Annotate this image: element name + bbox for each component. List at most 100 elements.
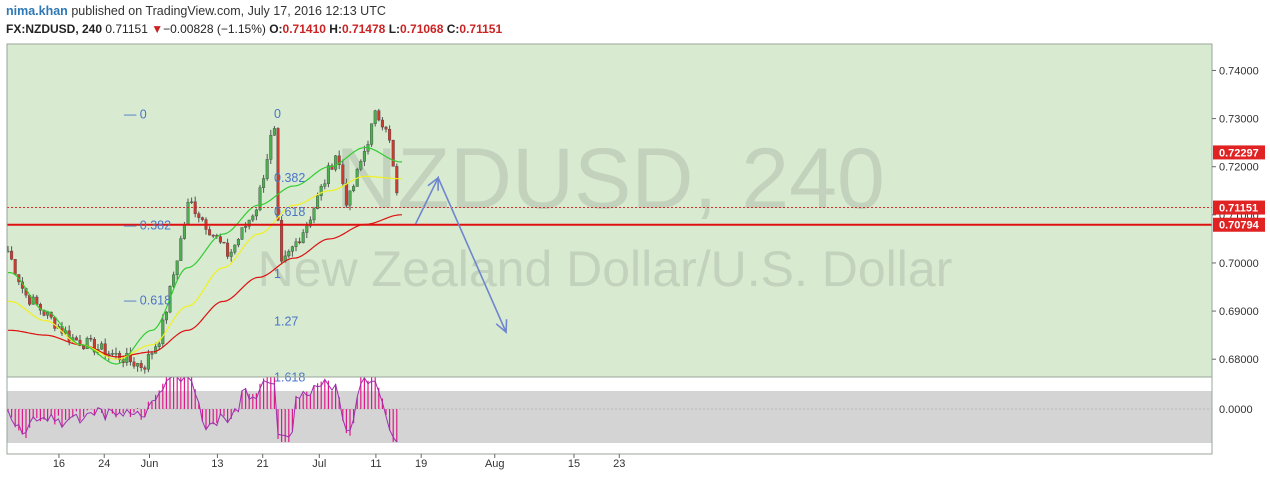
low-label: L: bbox=[388, 22, 401, 36]
candle-bear bbox=[132, 361, 136, 367]
candle-bull bbox=[290, 246, 294, 252]
osc-zero-label: 0.0000 bbox=[1219, 404, 1253, 416]
candle-bull bbox=[236, 239, 240, 246]
fib-label: — 0.382 bbox=[124, 218, 171, 232]
fib-label: 1 bbox=[274, 267, 281, 281]
candle-bear bbox=[298, 241, 302, 243]
candle-bear bbox=[78, 339, 82, 346]
candle-bull bbox=[110, 353, 114, 355]
candle-bull bbox=[254, 209, 258, 217]
candle-bull bbox=[269, 135, 273, 160]
fib-label: 0.382 bbox=[274, 171, 305, 185]
candle-bear bbox=[226, 242, 230, 257]
candle-bull bbox=[136, 363, 140, 367]
candle-bull bbox=[258, 187, 262, 211]
candle-bull bbox=[312, 208, 316, 221]
x-tick-label: Jun bbox=[141, 458, 159, 470]
high-value: 0.71478 bbox=[341, 22, 386, 36]
candle-bull bbox=[172, 274, 176, 287]
projection-arrowhead-down bbox=[495, 319, 508, 334]
candle-bear bbox=[388, 128, 392, 141]
candle-bear bbox=[377, 110, 381, 121]
x-tick-label: Jul bbox=[312, 458, 326, 470]
ma-fast-line bbox=[8, 146, 402, 365]
candle-bear bbox=[139, 363, 143, 368]
ohlc-line: FX:NZDUSD, 240 0.71151 ▼−0.00828 (−1.15%… bbox=[6, 22, 502, 36]
candle-bear bbox=[391, 140, 395, 167]
candle-bear bbox=[218, 236, 222, 243]
fib-label: — 0.618 bbox=[124, 293, 171, 307]
candle-bull bbox=[233, 244, 237, 253]
candle-bull bbox=[164, 311, 168, 321]
candle-bull bbox=[323, 183, 327, 187]
candle-bear bbox=[74, 337, 78, 341]
candle-bull bbox=[348, 190, 352, 206]
author-link[interactable]: nima.khan bbox=[6, 4, 68, 18]
candle-bull bbox=[161, 319, 165, 344]
candle-bear bbox=[92, 339, 96, 353]
candle-bull bbox=[157, 343, 161, 347]
candle-bull bbox=[229, 251, 233, 257]
close-value: 0.71151 bbox=[459, 22, 503, 36]
price-tag bbox=[1213, 145, 1265, 160]
candle-bull bbox=[179, 238, 183, 261]
price-tag-label: 0.71151 bbox=[1219, 203, 1258, 215]
x-tick-label: 13 bbox=[211, 458, 223, 470]
candle-bear bbox=[330, 165, 334, 170]
candle-bull bbox=[308, 219, 312, 227]
candle-bull bbox=[301, 232, 305, 243]
candle-bull bbox=[182, 223, 186, 239]
candle-bull bbox=[319, 186, 323, 197]
candle-bear bbox=[13, 259, 17, 275]
price-tag bbox=[1213, 217, 1265, 232]
last-price: 0.71151 bbox=[105, 22, 148, 36]
candle-bear bbox=[82, 345, 86, 350]
candle-bear bbox=[341, 164, 345, 184]
x-tick-label: 16 bbox=[53, 458, 65, 470]
x-tick-label: 19 bbox=[415, 458, 427, 470]
watermark-description: New Zealand Dollar/U.S. Dollar bbox=[258, 241, 953, 297]
candle-bear bbox=[280, 220, 284, 262]
y-tick-label: 0.74000 bbox=[1219, 65, 1259, 77]
candle-bear bbox=[53, 316, 57, 329]
candle-bull bbox=[316, 195, 320, 209]
candle-bull bbox=[85, 338, 89, 350]
candle-bear bbox=[200, 217, 204, 220]
axes: 0.740000.730000.720000.710000.700000.690… bbox=[6, 43, 1265, 470]
x-tick-label: 11 bbox=[370, 458, 381, 470]
candle-bull bbox=[46, 311, 50, 316]
x-tick-label: 21 bbox=[257, 458, 269, 470]
fib-label: — 0 bbox=[124, 107, 147, 121]
candle-bull bbox=[287, 251, 291, 257]
symbol-label[interactable]: FX:NZDUSD, 240 bbox=[6, 22, 103, 36]
high-label: H: bbox=[329, 22, 342, 36]
candle-bull bbox=[240, 227, 244, 240]
candle-bull bbox=[190, 201, 194, 203]
candle-bear bbox=[42, 309, 46, 316]
candle-bull bbox=[294, 241, 298, 247]
osc-pane-border bbox=[6, 376, 1213, 455]
candle-bear bbox=[384, 126, 388, 130]
candle-bull bbox=[7, 250, 10, 253]
candle-bear bbox=[197, 213, 201, 218]
candle-bear bbox=[344, 183, 348, 206]
candle-bear bbox=[395, 166, 399, 194]
candle-bear bbox=[143, 367, 147, 370]
candle-bear bbox=[337, 155, 341, 165]
candle-bull bbox=[362, 151, 366, 162]
candle-bull bbox=[244, 226, 248, 228]
candle-bear bbox=[10, 250, 14, 260]
price-pane[interactable] bbox=[7, 44, 1212, 377]
candle-bear bbox=[276, 128, 280, 221]
candle-bull bbox=[247, 219, 251, 227]
candle-bear bbox=[211, 234, 215, 237]
osc-line bbox=[7, 377, 398, 443]
y-tick-label: 0.70000 bbox=[1219, 258, 1259, 270]
candle-bull bbox=[373, 110, 377, 124]
candle-bear bbox=[380, 119, 384, 128]
candle-bull bbox=[334, 155, 338, 170]
candle-bull bbox=[265, 159, 269, 179]
watermark-symbol: NZDUSD, 240 bbox=[335, 131, 885, 227]
